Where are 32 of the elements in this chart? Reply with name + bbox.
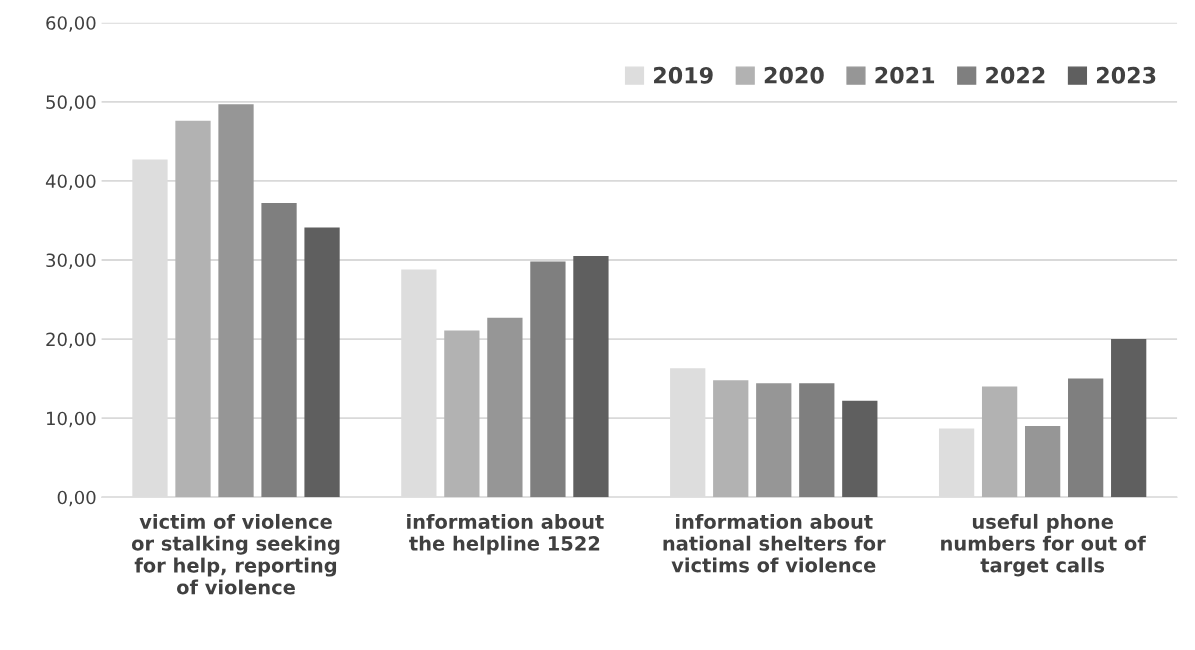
bar	[1111, 339, 1147, 498]
bar	[444, 330, 480, 498]
bar	[487, 317, 523, 498]
bar	[799, 383, 835, 498]
y-tick-label: 10,00	[47, 411, 96, 428]
bar	[573, 256, 609, 498]
bar	[1068, 378, 1104, 498]
y-tick-label: 50,00	[46, 95, 96, 111]
y-tick-label: 20,00	[46, 332, 96, 349]
bar	[218, 104, 254, 498]
x-tick-label: information about national shelters for victims of violence	[663, 513, 886, 573]
bar	[713, 380, 749, 498]
legend-label: 2023	[1096, 66, 1156, 84]
bar	[981, 386, 1018, 498]
legend-label: 2022	[986, 66, 1045, 84]
bar	[756, 383, 792, 498]
bar	[530, 261, 566, 498]
bar	[175, 120, 211, 498]
y-tick-label: 60,00	[46, 16, 96, 32]
x-tick-label: information about the helpline 1522	[407, 513, 604, 555]
y-tick-label: 30,00	[46, 253, 96, 269]
legend-label: 2020	[764, 66, 824, 84]
x-tick-label: victim of violence or stalking seeking for help, reporting of violence	[131, 513, 340, 595]
bar	[842, 400, 878, 498]
y-tick-label: 40,00	[45, 174, 96, 190]
legend-label: 2019	[654, 66, 713, 84]
bar	[304, 227, 340, 498]
x-tick-label: useful phone numbers for out of target calls	[941, 513, 1146, 577]
bar	[261, 203, 297, 498]
y-tick-label: 0,00	[57, 490, 96, 507]
legend-label: 2021	[875, 66, 935, 84]
bar	[1025, 426, 1061, 498]
